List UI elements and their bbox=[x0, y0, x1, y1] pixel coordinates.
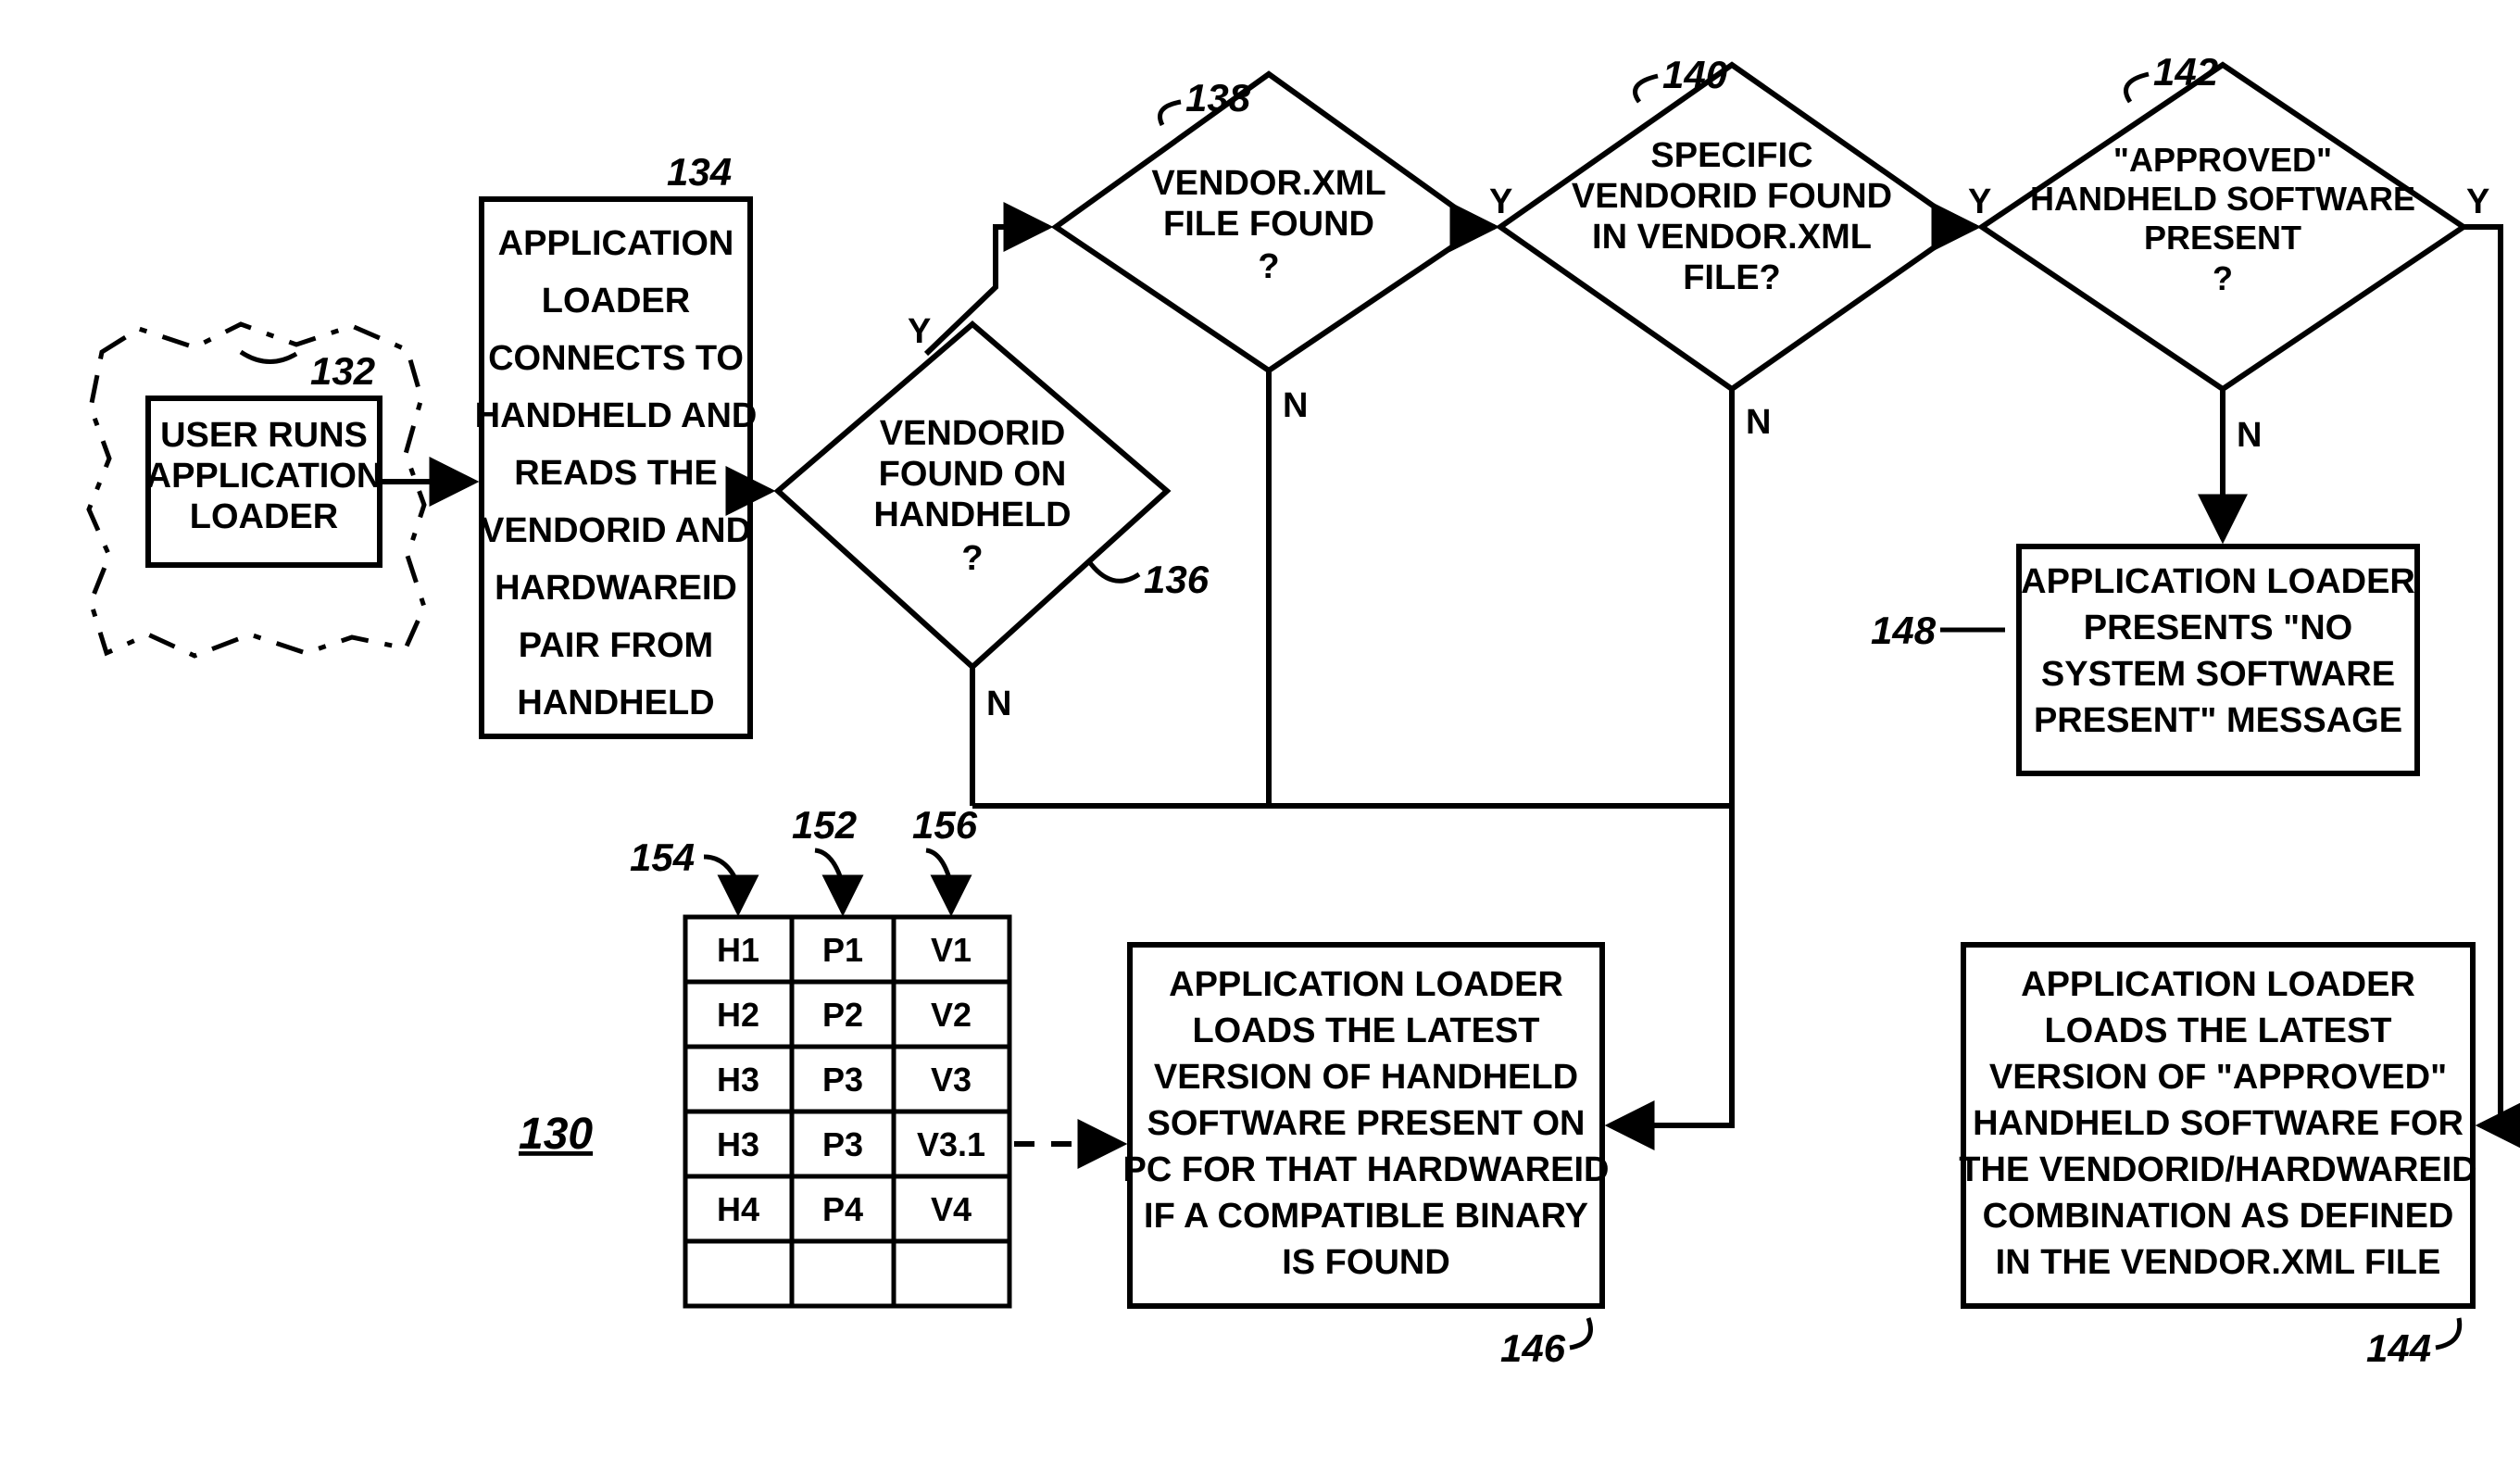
ref-146: 146 bbox=[1500, 1326, 1566, 1370]
svg-text:APPLICATION: APPLICATION bbox=[146, 457, 382, 496]
ref-156: 156 bbox=[912, 803, 978, 847]
svg-text:P1: P1 bbox=[822, 931, 863, 969]
svg-text:HANDHELD: HANDHELD bbox=[517, 684, 714, 722]
yn-138-y: Y bbox=[1489, 182, 1512, 221]
svg-text:P4: P4 bbox=[822, 1190, 863, 1228]
svg-text:"APPROVED": "APPROVED" bbox=[2113, 141, 2332, 179]
svg-text:VENDORID FOUND: VENDORID FOUND bbox=[1572, 177, 1892, 216]
svg-text:HANDHELD SOFTWARE: HANDHELD SOFTWARE bbox=[2030, 180, 2415, 218]
node-134-loader-connects: APPLICATION LOADER CONNECTS TO HANDHELD … bbox=[475, 199, 758, 736]
figure-label: 130 bbox=[519, 1110, 593, 1159]
svg-text:P2: P2 bbox=[822, 996, 863, 1034]
lookup-table: H1 P1 V1 H2 P2 V2 H3 P3 V3 H3 P3 V3.1 H4… bbox=[685, 917, 1009, 1306]
yn-140-n: N bbox=[1746, 403, 1771, 442]
svg-text:?: ? bbox=[961, 539, 983, 578]
svg-text:LOADER: LOADER bbox=[542, 282, 690, 320]
svg-text:V4: V4 bbox=[931, 1190, 972, 1228]
svg-text:APPLICATION LOADER: APPLICATION LOADER bbox=[2021, 965, 2415, 1004]
svg-text:?: ? bbox=[2213, 259, 2233, 297]
node-140-specific-vendorid: SPECIFIC VENDORID FOUND IN VENDOR.XML FI… bbox=[1500, 65, 1963, 389]
svg-text:P3: P3 bbox=[822, 1061, 863, 1099]
ref-148: 148 bbox=[1871, 609, 1937, 652]
svg-text:USER RUNS: USER RUNS bbox=[160, 416, 368, 455]
svg-text:HANDHELD: HANDHELD bbox=[873, 496, 1071, 534]
svg-text:SYSTEM SOFTWARE: SYSTEM SOFTWARE bbox=[2041, 655, 2395, 694]
svg-text:H3: H3 bbox=[717, 1061, 759, 1099]
svg-text:FILE FOUND: FILE FOUND bbox=[1163, 205, 1374, 244]
svg-text:HANDHELD AND: HANDHELD AND bbox=[475, 396, 758, 435]
ref-134: 134 bbox=[667, 150, 732, 194]
svg-text:V3.1: V3.1 bbox=[917, 1125, 985, 1163]
svg-text:FOUND ON: FOUND ON bbox=[879, 455, 1067, 494]
ref-154: 154 bbox=[630, 835, 695, 879]
flowchart-diagram: USER RUNS APPLICATION LOADER 132 APPLICA… bbox=[0, 0, 2520, 1457]
svg-text:COMBINATION AS DEFINED: COMBINATION AS DEFINED bbox=[1983, 1197, 2454, 1236]
svg-text:VERSION OF "APPROVED": VERSION OF "APPROVED" bbox=[1989, 1058, 2447, 1097]
node-136-vendorid-on-handheld: VENDORID FOUND ON HANDHELD ? bbox=[778, 324, 1167, 667]
ref-132: 132 bbox=[310, 349, 375, 393]
svg-text:?: ? bbox=[1258, 247, 1279, 286]
svg-text:CONNECTS TO: CONNECTS TO bbox=[488, 339, 744, 378]
svg-text:PC FOR THAT HARDWAREID: PC FOR THAT HARDWAREID bbox=[1123, 1150, 1610, 1189]
node-144-load-approved: APPLICATION LOADER LOADS THE LATEST VERS… bbox=[1959, 945, 2476, 1306]
svg-text:PRESENTS "NO: PRESENTS "NO bbox=[2084, 609, 2352, 647]
svg-text:H3: H3 bbox=[717, 1125, 759, 1163]
svg-text:VENDORID: VENDORID bbox=[880, 414, 1066, 453]
node-132-user-runs-loader: USER RUNS APPLICATION LOADER bbox=[146, 398, 382, 565]
svg-text:HARDWAREID: HARDWAREID bbox=[495, 569, 737, 608]
yn-140-y: Y bbox=[1968, 182, 1991, 221]
svg-text:IS FOUND: IS FOUND bbox=[1282, 1243, 1450, 1282]
svg-text:V2: V2 bbox=[931, 996, 972, 1034]
node-138-vendor-xml-found: VENDOR.XML FILE FOUND ? bbox=[1056, 74, 1482, 371]
svg-text:PRESENT: PRESENT bbox=[2144, 219, 2301, 257]
yn-136-n: N bbox=[986, 685, 1011, 723]
svg-text:APPLICATION LOADER: APPLICATION LOADER bbox=[1169, 965, 1563, 1004]
ref-138: 138 bbox=[1185, 76, 1251, 119]
svg-text:SPECIFIC: SPECIFIC bbox=[1650, 136, 1812, 175]
yn-142-y: Y bbox=[2466, 182, 2489, 221]
ref-136: 136 bbox=[1144, 558, 1210, 601]
yn-138-n: N bbox=[1283, 386, 1308, 425]
yn-136-y: Y bbox=[908, 312, 931, 351]
svg-text:IF A COMPATIBLE BINARY: IF A COMPATIBLE BINARY bbox=[1144, 1197, 1588, 1236]
node-146-load-latest: APPLICATION LOADER LOADS THE LATEST VERS… bbox=[1123, 945, 1610, 1306]
svg-text:V1: V1 bbox=[931, 931, 972, 969]
node-148-no-software-message: APPLICATION LOADER PRESENTS "NO SYSTEM S… bbox=[2019, 546, 2417, 773]
svg-text:VENDOR.XML: VENDOR.XML bbox=[1151, 164, 1385, 203]
ref-142: 142 bbox=[2153, 50, 2218, 94]
edge-bus-146 bbox=[1610, 806, 1732, 1125]
svg-text:H4: H4 bbox=[717, 1190, 759, 1228]
svg-text:H1: H1 bbox=[717, 931, 759, 969]
svg-text:APPLICATION: APPLICATION bbox=[498, 224, 734, 263]
svg-text:LOADER: LOADER bbox=[190, 497, 338, 536]
svg-text:HANDHELD SOFTWARE FOR: HANDHELD SOFTWARE FOR bbox=[1973, 1104, 2464, 1143]
svg-text:READS THE: READS THE bbox=[514, 454, 718, 493]
svg-text:LOADS THE LATEST: LOADS THE LATEST bbox=[1192, 1011, 1539, 1050]
svg-text:VERSION OF HANDHELD: VERSION OF HANDHELD bbox=[1154, 1058, 1578, 1097]
svg-text:THE VENDORID/HARDWAREID: THE VENDORID/HARDWAREID bbox=[1959, 1150, 2476, 1189]
svg-text:IN THE VENDOR.XML FILE: IN THE VENDOR.XML FILE bbox=[1996, 1243, 2441, 1282]
table-col-arrows: 154 152 156 bbox=[630, 803, 978, 912]
svg-text:SOFTWARE PRESENT ON: SOFTWARE PRESENT ON bbox=[1147, 1104, 1586, 1143]
svg-text:FILE?: FILE? bbox=[1683, 258, 1781, 297]
svg-text:LOADS THE LATEST: LOADS THE LATEST bbox=[2044, 1011, 2391, 1050]
ref-140: 140 bbox=[1662, 53, 1727, 96]
ref-144: 144 bbox=[2366, 1326, 2431, 1370]
node-142-approved-software-present: "APPROVED" HANDHELD SOFTWARE PRESENT ? bbox=[1982, 65, 2464, 389]
svg-text:H2: H2 bbox=[717, 996, 759, 1034]
svg-text:VENDORID AND: VENDORID AND bbox=[481, 511, 751, 550]
ref-152: 152 bbox=[792, 803, 857, 847]
svg-text:IN VENDOR.XML: IN VENDOR.XML bbox=[1592, 218, 1872, 257]
svg-text:PRESENT" MESSAGE: PRESENT" MESSAGE bbox=[2034, 701, 2402, 740]
yn-142-n: N bbox=[2237, 416, 2262, 455]
svg-text:V3: V3 bbox=[931, 1061, 972, 1099]
svg-text:P3: P3 bbox=[822, 1125, 863, 1163]
svg-text:APPLICATION LOADER: APPLICATION LOADER bbox=[2021, 562, 2415, 601]
svg-text:PAIR FROM: PAIR FROM bbox=[519, 626, 713, 665]
